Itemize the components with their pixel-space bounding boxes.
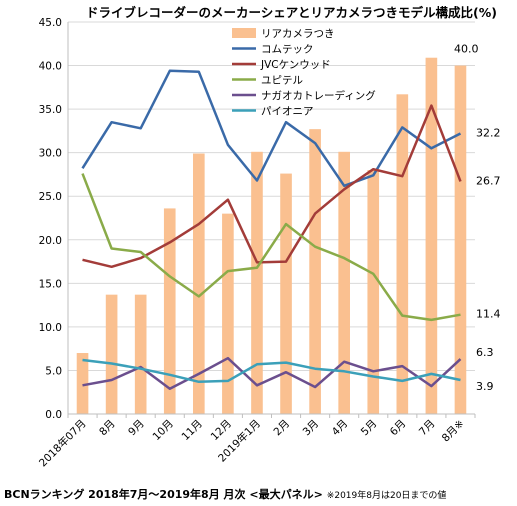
bar <box>134 294 147 414</box>
data-label: 40.0 <box>454 43 479 56</box>
x-tick-label: 2018年07月 <box>36 417 88 469</box>
bar <box>163 208 176 414</box>
series-line <box>81 173 461 322</box>
x-tick-label: 9月 <box>126 418 147 439</box>
bar <box>193 153 205 414</box>
data-label: 6.3 <box>476 346 494 359</box>
footer-main: BCNランキング 2018年7月～2019年8月 月次 <最大パネル> <box>4 488 323 501</box>
y-tick-label: 0.0 <box>45 409 62 421</box>
y-tick-labels: 0.0 5.0 10.0 15.0 20.0 25.0 30.0 35.0 40.0 45.0 <box>39 17 62 421</box>
legend-label: リアカメラつき <box>261 28 335 40</box>
y-tick-label: 20.0 <box>39 235 62 247</box>
legend-label: JVCケンウッド <box>260 59 331 71</box>
y-tick-label: 45.0 <box>39 17 62 29</box>
x-tick-label: 7月 <box>417 418 438 439</box>
legend-label: ユピテル <box>261 75 303 87</box>
bar <box>338 151 350 414</box>
bar <box>76 353 89 414</box>
axes <box>67 22 476 418</box>
series-line <box>81 69 462 188</box>
bar <box>396 94 409 415</box>
line-series-group <box>81 69 462 390</box>
legend-label: パイオニア <box>261 106 314 118</box>
data-label: 3.9 <box>476 380 494 393</box>
data-label: 11.4 <box>476 308 501 321</box>
bar <box>309 129 321 414</box>
y-tick-label: 35.0 <box>39 104 62 116</box>
y-tick-label: 30.0 <box>39 148 62 160</box>
legend-label: ナガオカトレーディング <box>261 89 376 102</box>
x-tick-label: 3月 <box>301 418 322 439</box>
bar <box>280 173 292 414</box>
y-tick-label: 10.0 <box>39 322 62 334</box>
chart-footer: BCNランキング 2018年7月～2019年8月 月次 <最大パネル> ※2019… <box>4 486 446 502</box>
bar <box>222 213 234 414</box>
bar-series <box>76 57 467 415</box>
chart-title: ドライブレコーダーのメーカーシェアとリアカメラつきモデル構成比(%) <box>86 5 497 20</box>
series-line <box>82 358 461 384</box>
bar <box>425 57 438 415</box>
legend-swatch <box>232 28 256 38</box>
end-labels: 40.0 32.2 26.7 11.4 6.3 3.9 <box>454 43 501 393</box>
x-tick-label: 5月 <box>359 418 380 439</box>
bar <box>454 65 467 415</box>
x-tick-label: 4月 <box>330 418 351 439</box>
x-tick-label: 8月 <box>97 418 118 439</box>
x-tick-label: 11月 <box>180 418 205 443</box>
x-tick-label: 6月 <box>388 418 409 439</box>
x-tick-label: 10月 <box>151 418 176 443</box>
y-tick-label: 40.0 <box>39 61 62 73</box>
legend-label: コムテック <box>261 44 314 56</box>
bar <box>105 294 118 414</box>
y-tick-label: 25.0 <box>39 191 62 203</box>
data-label: 26.7 <box>476 174 501 187</box>
x-tick-label: 8月※ <box>440 418 467 445</box>
y-tick-label: 15.0 <box>39 278 62 290</box>
y-tick-label: 5.0 <box>45 365 62 377</box>
x-tick-label: 12月 <box>209 418 234 443</box>
x-tick-label: 2月 <box>272 418 293 439</box>
bar <box>367 170 380 414</box>
footer-note: ※2019年8月は20日までの値 <box>326 491 447 501</box>
data-label: 32.2 <box>476 127 501 140</box>
bar <box>251 151 263 414</box>
